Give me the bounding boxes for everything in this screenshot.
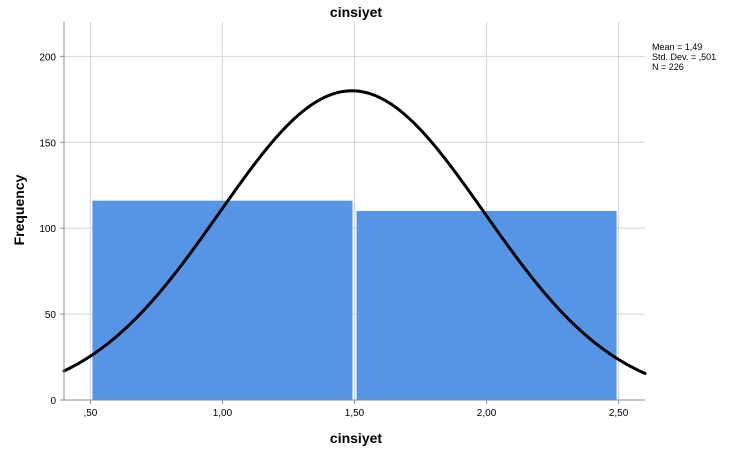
- x-tick-label: ,50: [83, 408, 97, 419]
- y-tick-label: 0: [50, 396, 56, 407]
- y-tick-label: 100: [39, 224, 56, 235]
- stat-text: Mean = 1,49: [652, 42, 702, 52]
- tick-labels: 0 50 100 150 200 ,50 1,00 1,50 2,00 2,50: [39, 52, 628, 419]
- bars: [92, 200, 617, 400]
- y-axis-label: Frequency: [11, 174, 27, 245]
- x-axis-label: cinsiyet: [330, 430, 382, 446]
- normal-curve: [62, 89, 647, 375]
- x-tick-label: 2,00: [477, 408, 497, 419]
- stat-text: Std. Dev. = ,501: [652, 52, 716, 62]
- y-tick-label: 150: [39, 138, 56, 149]
- histogram-bar: [356, 211, 617, 400]
- x-tick-label: 1,00: [213, 408, 233, 419]
- normal-curve-group: [62, 89, 647, 375]
- y-tick-label: 50: [45, 310, 57, 321]
- axes: [60, 22, 645, 404]
- x-tick-label: 2,50: [609, 408, 629, 419]
- stat-text: N = 226: [652, 62, 684, 72]
- chart-title: cinsiyet: [330, 4, 382, 20]
- histogram-bar: [92, 200, 353, 400]
- x-tick-label: 1,50: [345, 408, 365, 419]
- y-tick-label: 200: [39, 52, 56, 63]
